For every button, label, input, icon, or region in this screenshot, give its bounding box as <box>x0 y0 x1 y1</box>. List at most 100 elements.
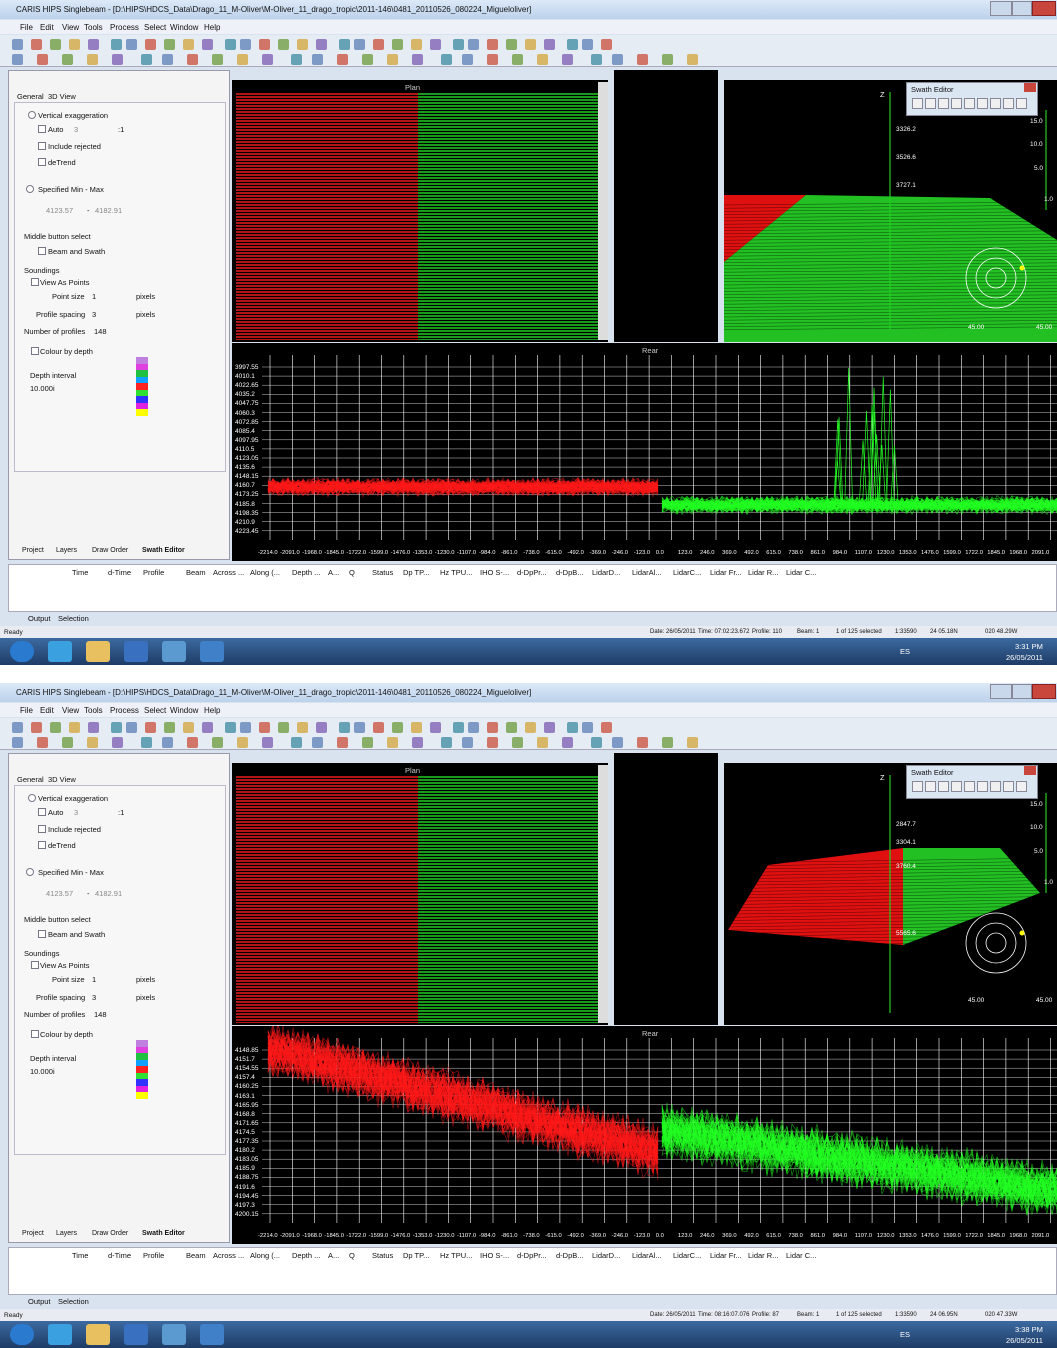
toolbar-icon[interactable] <box>291 54 302 65</box>
toolbar-icon[interactable] <box>392 39 403 50</box>
menu-item[interactable]: Process <box>110 706 139 715</box>
toolbar-icon[interactable] <box>354 39 365 50</box>
toolbar-icon[interactable] <box>37 737 48 748</box>
column-header[interactable]: d-Time <box>108 1251 131 1260</box>
column-header[interactable]: Depth ... <box>292 1251 320 1260</box>
taskbar-icon[interactable] <box>162 1324 186 1345</box>
column-header[interactable]: Along (... <box>250 568 280 577</box>
toolbar-icon[interactable] <box>69 722 80 733</box>
menu-item[interactable]: Select <box>144 706 166 715</box>
column-header[interactable]: LidarC... <box>673 568 701 577</box>
toolbar-icon[interactable] <box>87 54 98 65</box>
column-header[interactable]: LidarC... <box>673 1251 701 1260</box>
minimize-button[interactable] <box>990 1 1012 16</box>
swath-tool[interactable] <box>977 781 988 792</box>
toolbar-icon[interactable] <box>412 737 423 748</box>
toolbar-icon[interactable] <box>240 39 251 50</box>
taskbar-icon[interactable] <box>124 1324 148 1345</box>
checkbox[interactable] <box>31 347 39 355</box>
toolbar-icon[interactable] <box>562 54 573 65</box>
panel-tab[interactable]: Project <box>22 546 44 555</box>
output-tab[interactable]: Output <box>28 614 51 623</box>
toolbar-icon[interactable] <box>164 39 175 50</box>
toolbar-icon[interactable] <box>387 54 398 65</box>
checkbox[interactable] <box>31 1030 39 1038</box>
toolbar-icon[interactable] <box>582 722 593 733</box>
toolbar-icon[interactable] <box>225 39 236 50</box>
menu-item[interactable]: Select <box>144 23 166 32</box>
panel-tab[interactable]: Draw Order <box>92 1229 128 1238</box>
menu-item[interactable]: Process <box>110 23 139 32</box>
checkbox[interactable] <box>31 278 39 286</box>
swath-tool[interactable] <box>938 781 949 792</box>
column-header[interactable]: Time <box>72 1251 88 1260</box>
toolbar-icon[interactable] <box>145 722 156 733</box>
toolbar-icon[interactable] <box>337 54 348 65</box>
close-button[interactable] <box>1032 684 1056 699</box>
toolbar-icon[interactable] <box>487 737 498 748</box>
swath-tool[interactable] <box>925 98 936 109</box>
toolbar-icon[interactable] <box>12 54 23 65</box>
toolbar-icon[interactable] <box>183 722 194 733</box>
column-header[interactable]: Q <box>349 568 355 577</box>
toolbar-icon[interactable] <box>430 39 441 50</box>
toolbar-icon[interactable] <box>88 722 99 733</box>
column-header[interactable]: Beam <box>186 568 206 577</box>
menu-item[interactable]: View <box>62 23 79 32</box>
taskbar-icon[interactable] <box>86 641 110 662</box>
maximize-button[interactable] <box>1012 1 1032 16</box>
maximize-button[interactable] <box>1012 684 1032 699</box>
swath-tool[interactable] <box>1003 98 1014 109</box>
menu-item[interactable]: File <box>20 706 33 715</box>
swath-tool[interactable] <box>964 98 975 109</box>
toolbar-icon[interactable] <box>111 39 122 50</box>
toolbar-icon[interactable] <box>462 54 473 65</box>
toolbar-icon[interactable] <box>687 737 698 748</box>
swath-close[interactable] <box>1024 83 1036 92</box>
toolbar-icon[interactable] <box>88 39 99 50</box>
column-header[interactable]: LidarAl... <box>632 568 662 577</box>
column-header[interactable]: Status <box>372 1251 393 1260</box>
toolbar-icon[interactable] <box>62 54 73 65</box>
column-header[interactable]: LidarAl... <box>632 1251 662 1260</box>
toolbar-icon[interactable] <box>373 722 384 733</box>
toolbar-icon[interactable] <box>512 54 523 65</box>
toolbar-icon[interactable] <box>339 39 350 50</box>
column-header[interactable]: Lidar C... <box>786 568 816 577</box>
toolbar-icon[interactable] <box>392 722 403 733</box>
toolbar-icon[interactable] <box>164 722 175 733</box>
toolbar-icon[interactable] <box>537 54 548 65</box>
menu-item[interactable]: File <box>20 23 33 32</box>
column-header[interactable]: Profile <box>143 568 164 577</box>
toolbar-icon[interactable] <box>430 722 441 733</box>
toolbar-icon[interactable] <box>297 39 308 50</box>
panel-tab[interactable]: Swath Editor <box>142 546 185 555</box>
toolbar-icon[interactable] <box>50 39 61 50</box>
toolbar-icon[interactable] <box>37 54 48 65</box>
checkbox[interactable] <box>38 841 46 849</box>
toolbar-icon[interactable] <box>262 54 273 65</box>
swath-tool[interactable] <box>912 98 923 109</box>
toolbar-icon[interactable] <box>662 54 673 65</box>
toolbar-icon[interactable] <box>411 722 422 733</box>
toolbar-icon[interactable] <box>312 737 323 748</box>
panel-tab[interactable]: Draw Order <box>92 546 128 555</box>
toolbar-icon[interactable] <box>441 737 452 748</box>
toolbar-icon[interactable] <box>362 54 373 65</box>
taskbar-icon[interactable] <box>48 1324 72 1345</box>
toolbar-icon[interactable] <box>183 39 194 50</box>
panel-tab[interactable]: Project <box>22 1229 44 1238</box>
toolbar-icon[interactable] <box>12 39 23 50</box>
toolbar-icon[interactable] <box>111 722 122 733</box>
column-header[interactable]: A... <box>328 1251 339 1260</box>
swath-tool[interactable] <box>1016 98 1027 109</box>
swath-tool[interactable] <box>938 98 949 109</box>
column-header[interactable]: Hz TPU... <box>440 1251 472 1260</box>
toolbar-icon[interactable] <box>187 737 198 748</box>
column-header[interactable]: Hz TPU... <box>440 568 472 577</box>
swath-tool[interactable] <box>951 781 962 792</box>
checkbox[interactable] <box>38 158 46 166</box>
toolbar-icon[interactable] <box>412 54 423 65</box>
toolbar-icon[interactable] <box>468 39 479 50</box>
toolbar-icon[interactable] <box>237 54 248 65</box>
